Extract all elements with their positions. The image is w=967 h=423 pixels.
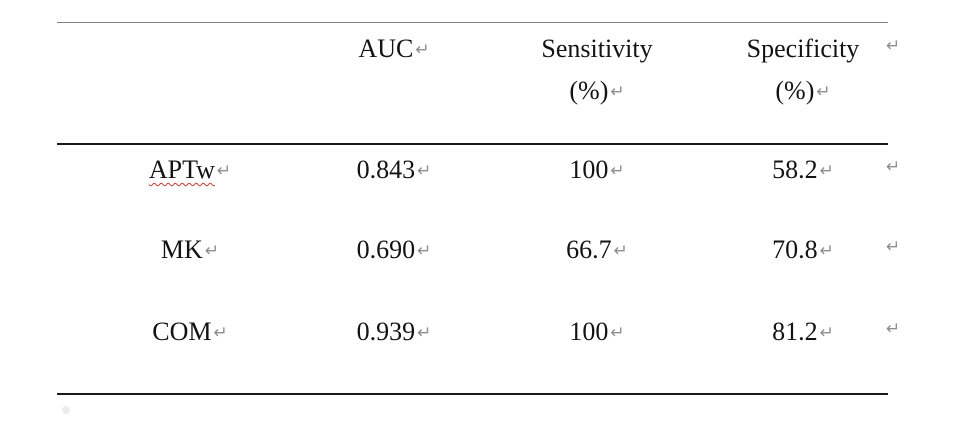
line-break-mark-icon: ↵ <box>816 82 831 102</box>
row-label-aptw[interactable]: APTw <box>148 155 215 184</box>
header-cell-auc[interactable]: AUC ↵ <box>254 34 534 65</box>
row-label-cell[interactable]: COM ↵ <box>50 317 330 348</box>
line-break-mark-icon: ↵ <box>819 323 834 343</box>
header-cell-sensitivity-line1[interactable]: Sensitivity <box>457 34 737 64</box>
auc-value[interactable]: 0.939 <box>356 317 416 346</box>
table-top-border <box>57 22 888 23</box>
row-label-cell[interactable]: APTw ↵ <box>50 155 330 186</box>
smudge-artifact <box>62 406 70 414</box>
line-break-mark-icon: ↵ <box>216 161 232 181</box>
sensitivity-value[interactable]: 100 <box>569 155 609 184</box>
row-label-com[interactable]: COM <box>152 317 212 346</box>
header-cell-specificity-line2[interactable]: (%) ↵ <box>663 76 943 107</box>
auc-value[interactable]: 0.843 <box>356 155 416 184</box>
row-label-mk[interactable]: MK <box>160 235 203 264</box>
sensitivity-value-cell[interactable]: 100 ↵ <box>457 317 737 348</box>
table-bottom-border <box>57 393 888 395</box>
line-break-mark-icon: ↵ <box>610 82 625 102</box>
line-break-mark-icon: ↵ <box>613 241 628 261</box>
auc-value-cell[interactable]: 0.690 ↵ <box>254 235 534 266</box>
line-break-mark-icon: ↵ <box>819 161 834 181</box>
sensitivity-value-cell[interactable]: 66.7 ↵ <box>457 235 737 266</box>
sensitivity-value[interactable]: 66.7 <box>566 235 612 264</box>
auc-value-cell[interactable]: 0.843 ↵ <box>254 155 534 186</box>
specificity-value-cell[interactable]: 58.2 ↵ <box>663 155 943 186</box>
sensitivity-value[interactable]: 100 <box>569 317 609 346</box>
line-break-mark-icon: ↵ <box>417 161 432 181</box>
line-break-mark-icon: ↵ <box>417 241 432 261</box>
header-specificity-label[interactable]: Specificity <box>746 34 860 63</box>
specificity-value[interactable]: 81.2 <box>772 317 818 346</box>
line-break-mark-icon: ↵ <box>415 40 430 60</box>
row-end-mark-icon: ↵ <box>886 36 901 56</box>
sensitivity-value-cell[interactable]: 100 ↵ <box>457 155 737 186</box>
table-header-border <box>57 143 888 145</box>
header-sensitivity-label[interactable]: Sensitivity <box>541 34 653 63</box>
specificity-value[interactable]: 70.8 <box>772 235 818 264</box>
line-break-mark-icon: ↵ <box>610 161 625 181</box>
line-break-mark-icon: ↵ <box>417 323 432 343</box>
header-specificity-unit[interactable]: (%) <box>775 76 815 105</box>
header-auc-label[interactable]: AUC <box>358 34 414 63</box>
auc-value[interactable]: 0.690 <box>356 235 416 264</box>
line-break-mark-icon: ↵ <box>213 323 228 343</box>
header-cell-specificity-line1[interactable]: Specificity <box>663 34 943 64</box>
line-break-mark-icon: ↵ <box>204 241 220 261</box>
header-cell-sensitivity-line2[interactable]: (%) ↵ <box>457 76 737 107</box>
specificity-value-cell[interactable]: 70.8 ↵ <box>663 235 943 266</box>
line-break-mark-icon: ↵ <box>610 323 625 343</box>
line-break-mark-icon: ↵ <box>819 241 834 261</box>
specificity-value[interactable]: 58.2 <box>772 155 818 184</box>
row-end-mark-icon: ↵ <box>886 237 901 257</box>
auc-value-cell[interactable]: 0.939 ↵ <box>254 317 534 348</box>
row-end-mark-icon: ↵ <box>886 319 901 339</box>
row-label-cell[interactable]: MK ↵ <box>50 235 330 266</box>
row-end-mark-icon: ↵ <box>886 157 901 177</box>
specificity-value-cell[interactable]: 81.2 ↵ <box>663 317 943 348</box>
header-sensitivity-unit[interactable]: (%) <box>569 76 609 105</box>
